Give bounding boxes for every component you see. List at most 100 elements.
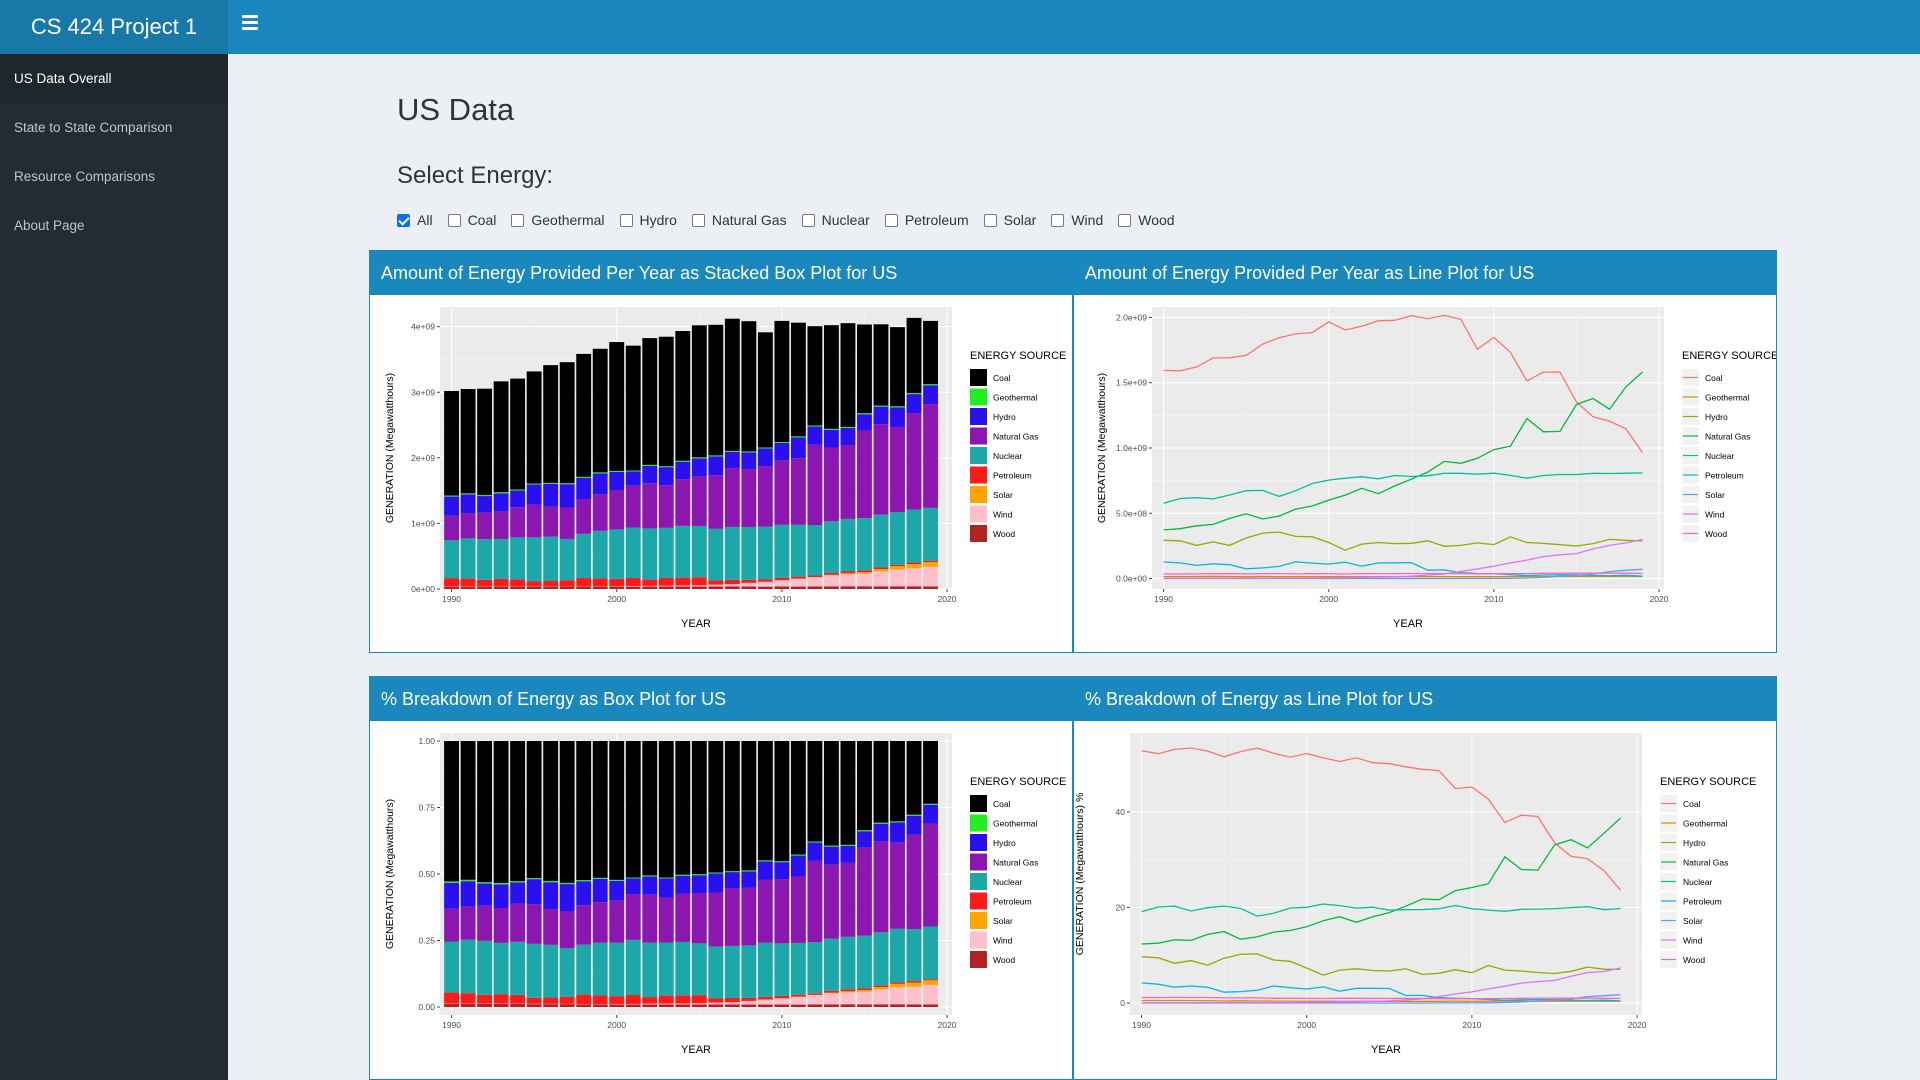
bar-segment [890, 983, 905, 988]
sidebar-item-about-page[interactable]: About Page [14, 218, 85, 233]
bar-segment [923, 823, 938, 927]
legend-swatch [970, 892, 987, 910]
checkbox-unchecked-icon[interactable] [619, 213, 633, 227]
legend-label: Petroleum [993, 471, 1032, 481]
legend-label: Wood [993, 529, 1015, 539]
checkbox-all[interactable]: All [397, 212, 433, 228]
bar-segment [460, 586, 476, 589]
y-tick-label: 2e+09 [411, 453, 435, 463]
bar-segment [923, 984, 938, 1005]
bar-segment [658, 740, 674, 878]
checkbox-natural-gas[interactable]: Natural Gas [691, 212, 787, 228]
bar-segment [510, 489, 526, 491]
bar-segment [724, 584, 740, 587]
sidebar-item-us-data-overall[interactable]: US Data Overall [0, 54, 228, 103]
bar-segment [840, 427, 856, 445]
select-energy-label: Select Energy: [397, 162, 554, 189]
bar-segment [526, 484, 542, 505]
bar-segment [510, 881, 526, 883]
bar-segment [543, 997, 559, 1004]
bar-segment [824, 447, 839, 522]
y-tick-label: 2.0e+09 [1116, 312, 1147, 322]
bar-segment [691, 874, 707, 876]
bar-segment [741, 945, 757, 998]
series-line [1141, 996, 1621, 1000]
bar-segment [807, 525, 823, 576]
checkbox-unchecked-icon[interactable] [801, 213, 815, 227]
bar-segment [873, 406, 889, 425]
bar-segment [807, 425, 823, 427]
checkbox-unchecked-icon[interactable] [511, 213, 525, 227]
bar-segment [790, 524, 806, 577]
checkbox-solar[interactable]: Solar [983, 212, 1036, 228]
bar-segment [592, 878, 608, 903]
bar-segment [559, 996, 575, 1004]
legend-swatch [970, 834, 987, 851]
bar-segment [807, 942, 823, 994]
checkbox-unchecked-icon[interactable] [884, 213, 898, 227]
checkbox-unchecked-icon[interactable] [983, 213, 997, 227]
y-tick-label: 1.00 [418, 736, 435, 746]
bar-segment [857, 1004, 872, 1008]
bar-segment [477, 539, 493, 580]
bar-segment [675, 1004, 691, 1008]
sidebar-item-state-comparison[interactable]: State to State Comparison [14, 120, 173, 135]
bar-segment [493, 586, 509, 589]
checkbox-wind[interactable]: Wind [1051, 212, 1103, 228]
bar-segment [658, 527, 674, 578]
checkbox-unchecked-icon[interactable] [691, 213, 705, 227]
bar-segment [923, 979, 938, 981]
top-navbar: CS 424 Project 1 [0, 0, 1920, 54]
bar-segment [460, 906, 476, 940]
bar-segment [675, 479, 691, 526]
legend-label: Nuclear [1705, 451, 1734, 461]
bar-segment [708, 1004, 724, 1008]
bar-segment [642, 894, 658, 943]
checkbox-petroleum[interactable]: Petroleum [884, 212, 969, 228]
app-title[interactable]: CS 424 Project 1 [0, 0, 228, 54]
bar-segment [708, 580, 724, 585]
checkbox-unchecked-icon[interactable] [1118, 213, 1132, 227]
sidebar-item-resource-comparisons[interactable]: Resource Comparisons [14, 169, 156, 184]
bar-segment [543, 909, 559, 945]
checkbox-hydro[interactable]: Hydro [619, 212, 677, 228]
y-tick-label: 1e+09 [411, 518, 435, 528]
bar-segment [741, 1000, 757, 1005]
legend-title: ENERGY SOURCE [970, 776, 1066, 788]
bar-segment [576, 353, 592, 477]
bar-segment [559, 507, 575, 539]
bar-segment [576, 498, 592, 534]
checkbox-unchecked-icon[interactable] [447, 213, 461, 227]
bar-segment [592, 877, 608, 879]
bar-segment [559, 586, 575, 589]
bar-segment [609, 578, 625, 587]
bar-segment [840, 845, 856, 863]
bar-segment [807, 575, 823, 577]
bar-segment [493, 578, 509, 587]
checkbox-coal[interactable]: Coal [447, 212, 496, 228]
bar-segment [741, 469, 757, 527]
bar-segment [774, 577, 790, 581]
checkbox-unchecked-icon[interactable] [1051, 213, 1065, 227]
bar-segment [857, 573, 872, 587]
checkbox-checked-icon[interactable] [397, 213, 410, 227]
bar-segment [658, 577, 674, 586]
bar-segment [460, 493, 476, 495]
bar-segment [724, 579, 740, 585]
checkbox-nuclear[interactable]: Nuclear [801, 212, 870, 228]
checkbox-label: Wood [1138, 212, 1175, 228]
sidebar-toggle-icon[interactable] [242, 15, 258, 31]
bar-segment [774, 524, 790, 578]
bar-segment [757, 999, 773, 1005]
bar-segment [691, 457, 707, 459]
checkbox-geothermal[interactable]: Geothermal [511, 212, 605, 228]
legend-label: Nuclear [1683, 877, 1712, 887]
bar-segment [890, 822, 905, 843]
x-axis-label: YEAR [1371, 1044, 1401, 1056]
legend-swatch [970, 427, 987, 445]
bar-segment [824, 845, 839, 847]
bar-segment [543, 365, 559, 483]
bar-segment [642, 997, 658, 1004]
checkbox-wood[interactable]: Wood [1118, 212, 1175, 228]
panel-title: % Breakdown of Energy as Box Plot for US [370, 677, 1072, 721]
